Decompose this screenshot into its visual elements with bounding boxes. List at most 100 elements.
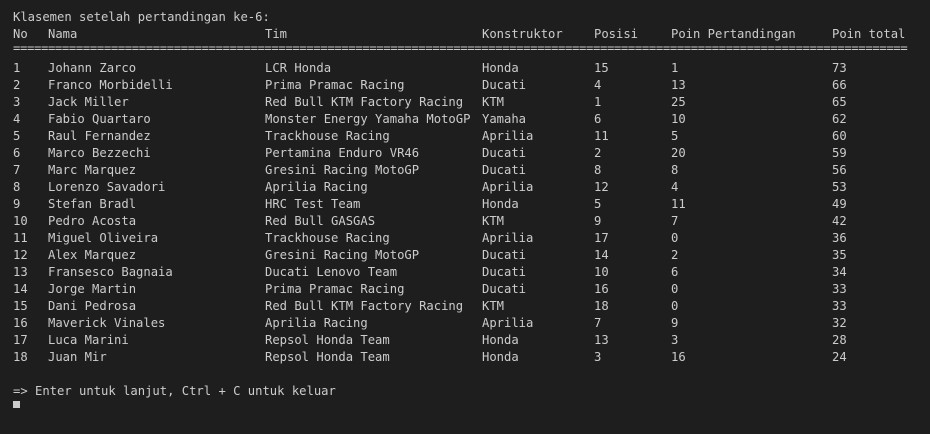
row-tim: Ducati Lenovo Team [265,265,398,279]
row-poin-total: 56 [832,163,847,177]
row-nama: Stefan Bradl [48,197,137,211]
row-poin-total: 60 [832,129,847,143]
row-konstruktor: Honda [482,350,519,364]
row-konstruktor: Ducati [482,78,527,92]
row-poin-pertandingan: 0 [671,282,679,296]
row-poin-pertandingan: 2 [671,248,679,262]
row-konstruktor: KTM [482,214,505,228]
row-konstruktor: Ducati [482,248,527,262]
row-nama: Fabio Quartaro [48,112,151,126]
row-poin-pertandingan: 7 [671,214,679,228]
heading-text: Klasemen setelah pertandingan ke-6: [13,10,270,24]
row-posisi: 14 [594,248,609,262]
row-nama: Fransesco Bagnaia [48,265,173,279]
terminal-cursor [13,401,20,408]
header-nama: Nama [48,27,78,41]
row-poin-total: 49 [832,197,847,211]
table-header: No Nama Tim Konstruktor Posisi Poin Pert… [0,26,905,43]
row-posisi: 18 [594,299,609,313]
row-nama: Lorenzo Savadori [48,180,166,194]
row-nama: Dani Pedrosa [48,299,137,313]
row-tim: Trackhouse Racing [265,231,390,245]
row-posisi: 11 [594,129,609,143]
row-no: 18 [13,350,28,364]
row-posisi: 7 [594,316,602,330]
row-tim: Red Bull GASGAS [265,214,376,228]
row-poin-total: 73 [832,61,847,75]
row-nama: Jack Miller [48,95,129,109]
row-no: 4 [13,112,21,126]
row-nama: Alex Marquez [48,248,137,262]
row-no: 17 [13,333,28,347]
header-tim: Tim [265,27,288,41]
row-nama: Juan Mir [48,350,107,364]
row-no: 12 [13,248,28,262]
row-posisi: 13 [594,333,609,347]
row-posisi: 2 [594,146,602,160]
row-poin-pertandingan: 0 [671,231,679,245]
row-no: 15 [13,299,28,313]
row-poin-total: 65 [832,95,847,109]
header-poin-pertandingan: Poin Pertandingan [671,27,796,41]
row-poin-pertandingan: 11 [671,197,686,211]
row-tim: Trackhouse Racing [265,129,390,143]
row-no: 7 [13,163,21,177]
row-konstruktor: Ducati [482,163,527,177]
row-poin-pertandingan: 16 [671,350,686,364]
row-no: 2 [13,78,21,92]
row-konstruktor: Yamaha [482,112,527,126]
row-poin-pertandingan: 8 [671,163,679,177]
row-no: 16 [13,316,28,330]
row-poin-total: 35 [832,248,847,262]
row-poin-total: 34 [832,265,847,279]
standings-heading: Klasemen setelah pertandingan ke-6: [0,9,270,26]
row-poin-total: 66 [832,78,847,92]
row-posisi: 16 [594,282,609,296]
row-poin-pertandingan: 25 [671,95,686,109]
row-posisi: 17 [594,231,609,245]
row-no: 9 [13,197,21,211]
row-poin-pertandingan: 3 [671,333,679,347]
row-posisi: 6 [594,112,602,126]
row-poin-pertandingan: 0 [671,299,679,313]
row-tim: Aprilia Racing [265,316,368,330]
row-nama: Marco Bezzechi [48,146,151,160]
row-tim: Red Bull KTM Factory Racing [265,299,464,313]
row-nama: Pedro Acosta [48,214,137,228]
row-poin-pertandingan: 5 [671,129,679,143]
row-konstruktor: Aprilia [482,316,534,330]
row-poin-pertandingan: 4 [671,180,679,194]
row-konstruktor: Aprilia [482,231,534,245]
row-tim: Prima Pramac Racing [265,282,405,296]
row-poin-total: 42 [832,214,847,228]
row-no: 1 [13,61,21,75]
row-poin-total: 36 [832,231,847,245]
row-poin-pertandingan: 1 [671,61,679,75]
row-posisi: 12 [594,180,609,194]
row-tim: Aprilia Racing [265,180,368,194]
row-tim: HRC Test Team [265,197,361,211]
row-no: 14 [13,282,28,296]
row-tim: Repsol Honda Team [265,350,390,364]
row-posisi: 8 [594,163,602,177]
row-poin-pertandingan: 20 [671,146,686,160]
row-poin-total: 28 [832,333,847,347]
header-konstruktor: Konstruktor [482,27,563,41]
row-poin-pertandingan: 9 [671,316,679,330]
row-poin-total: 33 [832,282,847,296]
row-poin-total: 24 [832,350,847,364]
row-posisi: 9 [594,214,602,228]
header-no: No [13,27,28,41]
row-konstruktor: Aprilia [482,129,534,143]
row-nama: Johann Zarco [48,61,137,75]
row-poin-total: 33 [832,299,847,313]
row-no: 3 [13,95,21,109]
row-no: 10 [13,214,28,228]
row-tim: Pertamina Enduro VR46 [265,146,420,160]
row-konstruktor: Honda [482,197,519,211]
row-konstruktor: KTM [482,95,505,109]
row-poin-pertandingan: 6 [671,265,679,279]
terminal-output[interactable]: Klasemen setelah pertandingan ke-6: No N… [0,0,930,408]
row-posisi: 10 [594,265,609,279]
row-tim: Gresini Racing MotoGP [265,163,420,177]
